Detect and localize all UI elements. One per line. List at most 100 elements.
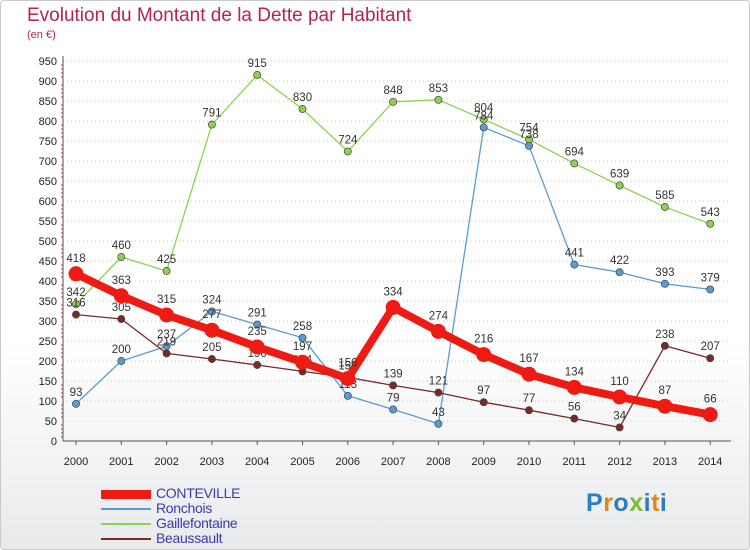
- data-label: 121: [429, 376, 448, 388]
- legend-label: Gaillefontaine: [156, 515, 238, 531]
- legend-swatch: [101, 489, 151, 499]
- data-point: [615, 268, 624, 277]
- data-point: [479, 398, 488, 407]
- data-point: [525, 141, 533, 150]
- data-point: [479, 115, 488, 124]
- data-label: 543: [701, 207, 720, 219]
- data-label: 324: [202, 294, 222, 306]
- y-tick-label: 50: [45, 416, 57, 428]
- data-point: [162, 267, 171, 275]
- data-label: 219: [157, 336, 176, 348]
- data-label: 237: [157, 329, 176, 341]
- data-label: 418: [66, 253, 85, 265]
- y-tick-label: 0: [51, 436, 57, 448]
- x-tick-label: 2014: [698, 456, 722, 468]
- data-point: [207, 120, 216, 129]
- data-label: 235: [248, 326, 267, 338]
- legend-item: Beaussault: [101, 530, 361, 546]
- data-point: [159, 307, 175, 323]
- data-label: 139: [384, 368, 403, 380]
- x-tick-label: 2009: [471, 456, 495, 468]
- data-point: [434, 388, 443, 397]
- logo-letter: o: [613, 489, 630, 517]
- data-point: [385, 299, 401, 315]
- data-label: 460: [112, 240, 131, 252]
- data-label: 93: [70, 387, 83, 399]
- data-label: 791: [202, 108, 221, 120]
- data-point: [706, 354, 715, 363]
- data-point: [72, 399, 80, 408]
- x-tick-label: 2003: [200, 456, 224, 468]
- data-label: 207: [701, 341, 720, 353]
- data-label: 238: [655, 329, 674, 341]
- y-tick-label: 250: [39, 336, 57, 348]
- data-label: 441: [565, 248, 584, 260]
- legend-swatch: [101, 538, 151, 540]
- data-point: [117, 315, 126, 323]
- data-label: 425: [157, 254, 176, 266]
- data-label: 694: [565, 146, 585, 158]
- data-label: 363: [112, 275, 131, 287]
- data-point: [660, 341, 669, 350]
- x-axis-ticks: 2000 2001 2002 2003 2004 2005 2006 2007 2008 2009…: [64, 441, 722, 468]
- data-label: 197: [293, 341, 312, 353]
- data-label: 34: [613, 410, 626, 422]
- data-label: 258: [293, 321, 312, 333]
- y-tick-label: 800: [39, 116, 57, 128]
- data-label: 66: [704, 394, 717, 406]
- series-line-gaillefontaine: [75, 74, 711, 305]
- data-point: [389, 405, 398, 414]
- x-tick-label: 2002: [154, 456, 178, 468]
- data-label: 167: [519, 353, 538, 365]
- series-ronchois: 9320023732429125811379437847384414223933…: [70, 110, 720, 428]
- y-tick-label: 400: [39, 276, 57, 288]
- legend: CONTEVILLE Ronchois Gaillefontaine Beaussau…: [101, 485, 361, 546]
- y-tick-label: 600: [39, 196, 57, 208]
- legend-label: CONTEVILLE: [156, 485, 241, 501]
- data-label: 804: [474, 102, 494, 114]
- data-label: 724: [338, 134, 358, 146]
- series-conteville: 418 363 315 277 235 197 156 334 274 216 167 134 110 8…: [66, 253, 718, 423]
- data-label: 585: [655, 190, 674, 202]
- data-point: [521, 366, 537, 382]
- data-label: 393: [655, 267, 674, 279]
- data-point: [298, 105, 307, 113]
- logo-letter: i: [643, 489, 652, 517]
- data-point: [615, 423, 624, 432]
- x-tick-label: 2004: [245, 456, 269, 468]
- data-point: [660, 203, 669, 211]
- data-point: [340, 371, 356, 387]
- data-label: 848: [384, 85, 403, 97]
- x-tick-label: 2012: [607, 456, 631, 468]
- y-tick-label: 950: [39, 56, 57, 68]
- data-label: 43: [432, 407, 445, 419]
- data-label: 87: [659, 385, 672, 397]
- y-tick-label: 450: [39, 256, 57, 268]
- y-tick-label: 300: [39, 316, 57, 328]
- data-point: [657, 398, 673, 414]
- data-label: 639: [610, 168, 629, 180]
- data-point: [298, 333, 307, 342]
- logo-letter: P: [586, 489, 604, 517]
- x-tick-label: 2006: [336, 456, 360, 468]
- data-point: [389, 97, 398, 106]
- data-label: 379: [701, 272, 720, 284]
- data-label: 200: [112, 344, 131, 356]
- series-gaillefontaine: 342 460 425 791 915 830 724 848 853 804 754 694 639 5…: [66, 58, 720, 309]
- data-point: [434, 419, 443, 428]
- data-point: [204, 322, 220, 338]
- data-point: [162, 349, 171, 358]
- data-point: [113, 288, 129, 304]
- y-tick-label: 900: [39, 76, 57, 88]
- data-point: [68, 266, 84, 282]
- chart-subtitle: (en €): [27, 29, 56, 41]
- data-point: [343, 391, 352, 400]
- logo-letter: t: [651, 489, 660, 517]
- data-point: [660, 279, 669, 288]
- data-label: 134: [565, 366, 585, 378]
- y-gridlines: [63, 60, 731, 442]
- x-tick-label: 2011: [562, 456, 586, 468]
- x-tick-label: 2005: [290, 456, 314, 468]
- data-label: 97: [477, 385, 490, 397]
- proxiti-logo: Proxiti: [586, 489, 667, 518]
